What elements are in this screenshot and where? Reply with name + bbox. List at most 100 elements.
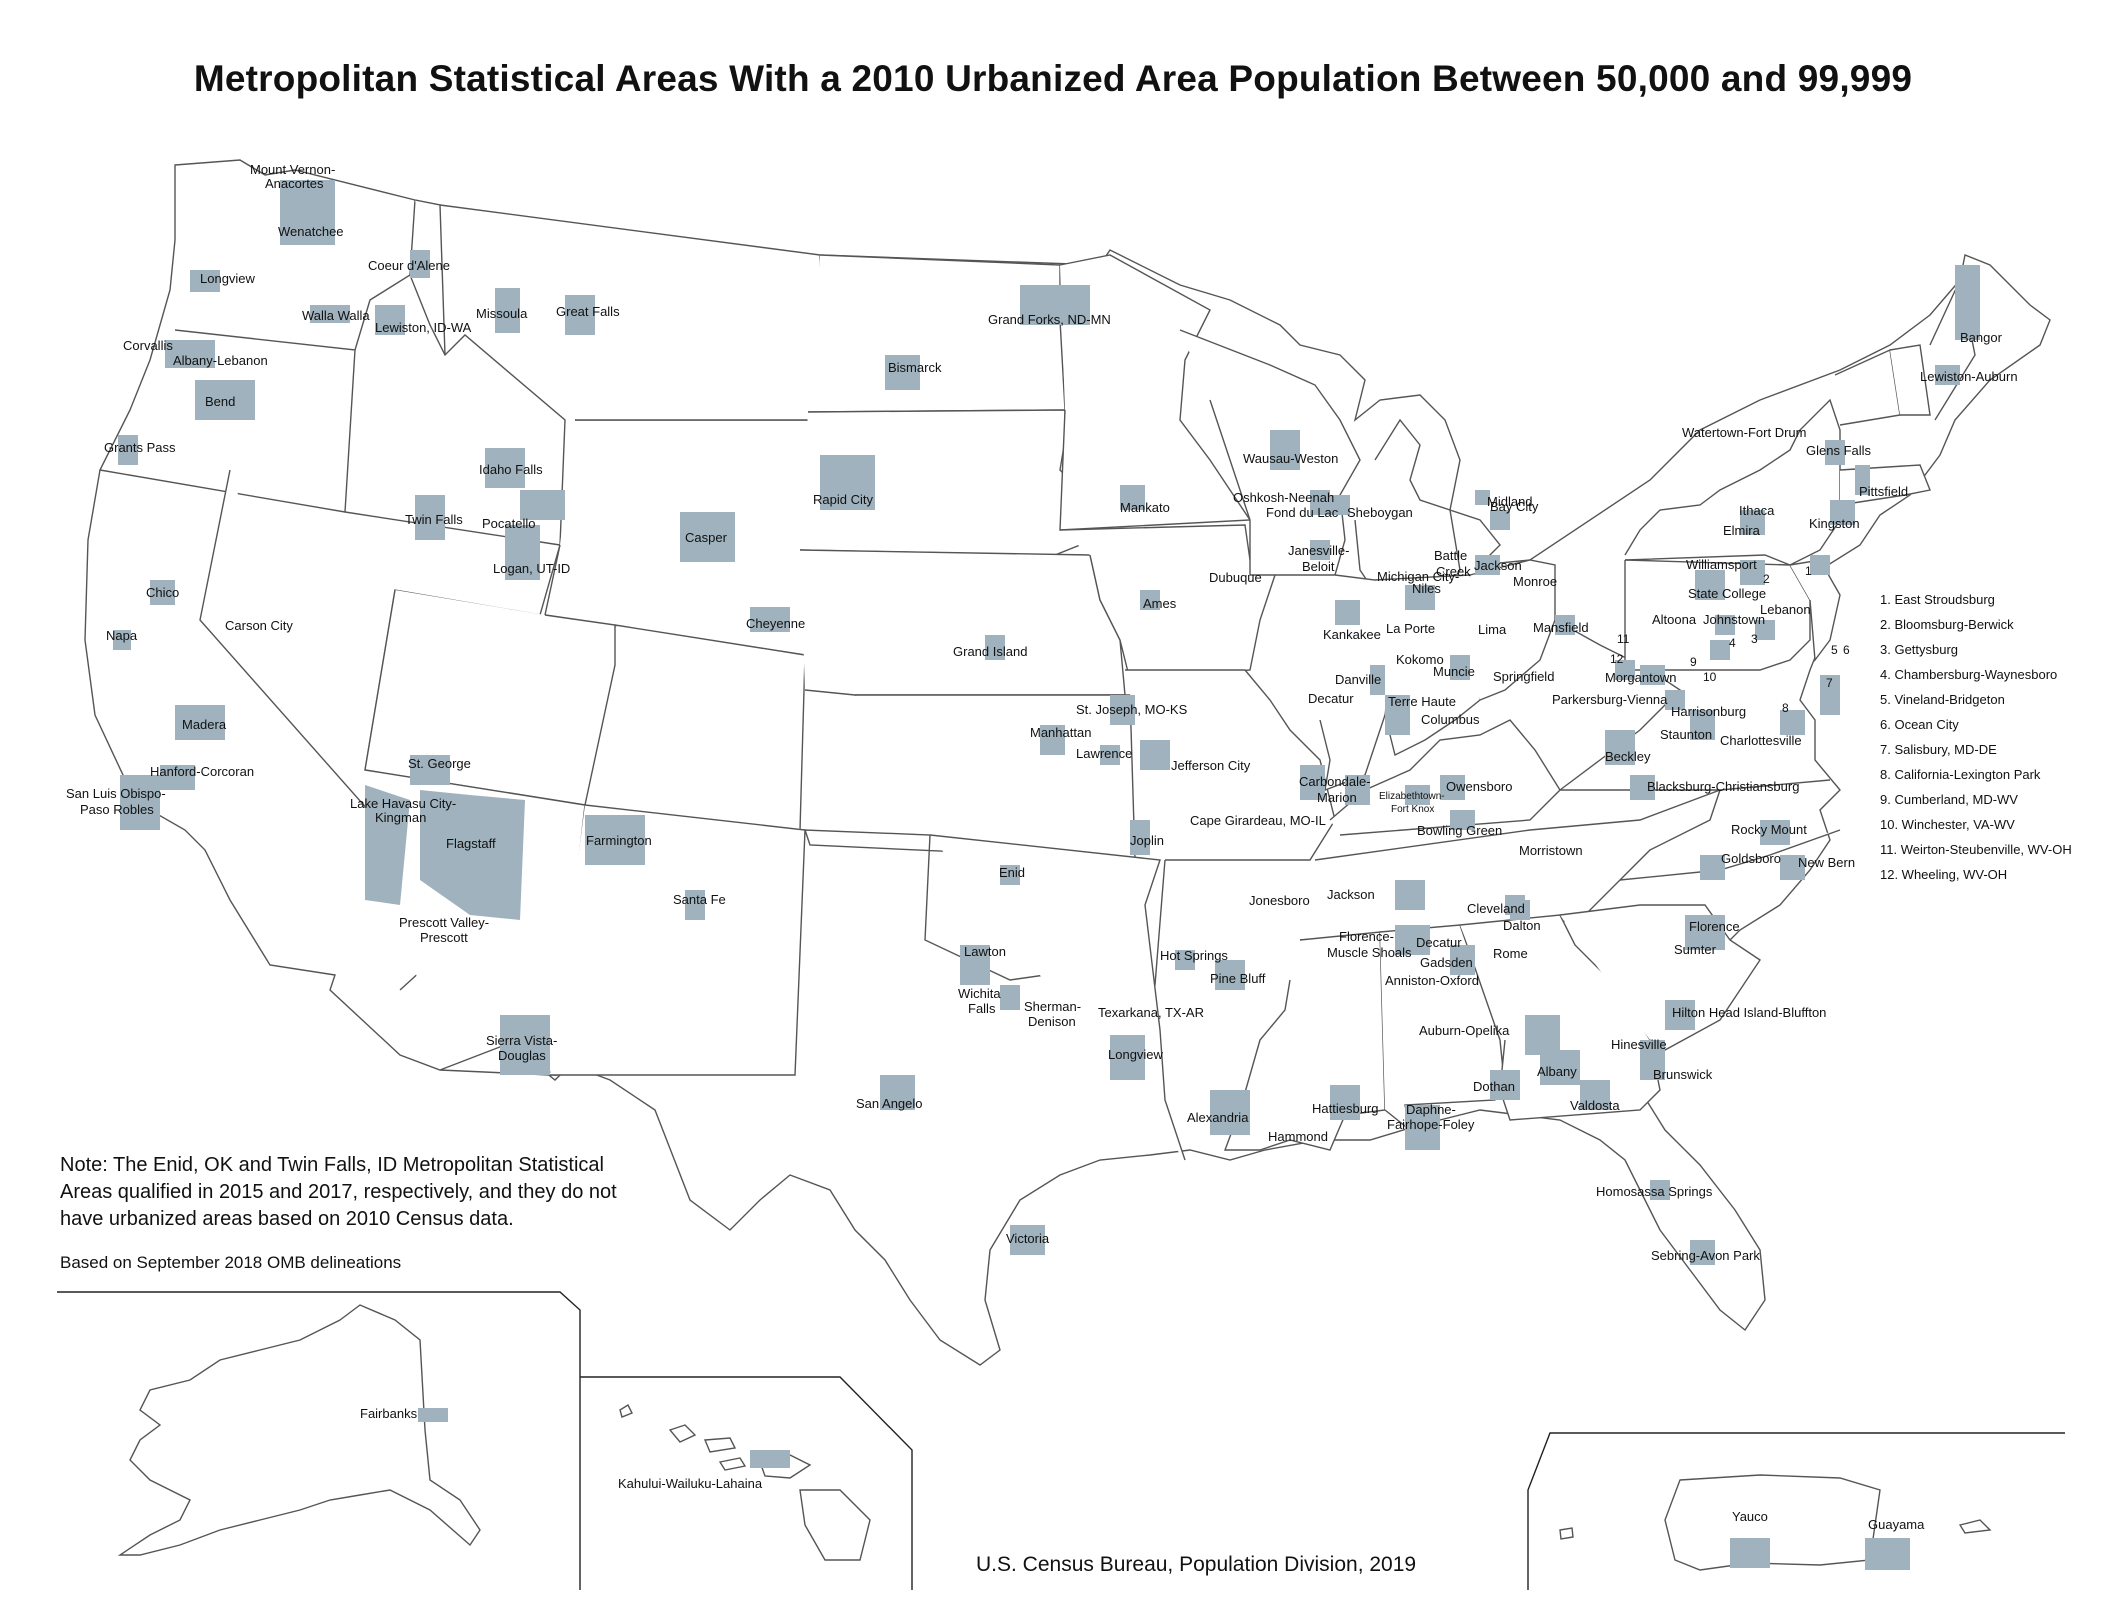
msa-area — [1040, 725, 1065, 755]
legend-item: 10. Winchester, VA-WV — [1880, 817, 2015, 832]
city-label: Decatur — [1416, 935, 1462, 950]
city-label: Anniston-Oxford — [1385, 973, 1479, 988]
city-label: Sierra Vista- — [486, 1033, 557, 1048]
msa-area — [1780, 710, 1805, 735]
msa-area — [520, 490, 565, 520]
msa-area — [750, 1450, 790, 1468]
city-label: Altoona — [1652, 612, 1697, 627]
msa-area — [1215, 960, 1245, 990]
city-label: Dubuque — [1209, 570, 1262, 585]
msa-area — [1130, 820, 1150, 855]
map-number-key: 12 — [1610, 652, 1624, 666]
msa-area — [1510, 900, 1530, 920]
city-label: Pine Bluff — [1210, 971, 1266, 986]
city-label: Parkersburg-Vienna — [1552, 692, 1668, 707]
city-label: Sheboygan — [1347, 505, 1413, 520]
city-label: Texarkana, TX-AR — [1098, 1005, 1204, 1020]
msa-area — [310, 305, 350, 323]
msa-area — [1330, 495, 1350, 515]
city-label: Hanford-Corcoran — [150, 764, 254, 779]
city-label: Rapid City — [813, 492, 873, 507]
msa-area — [1955, 265, 1980, 340]
city-label: Kingston — [1809, 516, 1860, 531]
city-label: Florence — [1689, 919, 1740, 934]
msa-area — [1405, 1105, 1440, 1150]
msa-area — [1330, 1085, 1360, 1120]
city-label: Idaho Falls — [479, 462, 543, 477]
msa-area — [585, 815, 645, 865]
city-label: Fond du Lac — [1266, 505, 1339, 520]
map-number-key: 7 — [1826, 676, 1833, 690]
msa-area — [820, 455, 875, 510]
msa-area — [565, 295, 595, 335]
msa-area — [1525, 1015, 1560, 1055]
msa-area — [1175, 950, 1195, 970]
city-label: Hammond — [1268, 1129, 1328, 1144]
map-number-key: 3 — [1751, 632, 1758, 646]
city-label: Fairhope-Foley — [1387, 1117, 1475, 1132]
city-label: Paso Robles — [80, 802, 154, 817]
city-label: Daphne- — [1406, 1102, 1456, 1117]
city-label: Great Falls — [556, 304, 620, 319]
city-label: Marion — [1317, 790, 1357, 805]
delineation-basis: Based on September 2018 OMB delineations — [60, 1253, 402, 1272]
city-label: Johnstown — [1703, 612, 1765, 627]
msa-area — [410, 250, 430, 278]
city-label: Decatur — [1308, 691, 1354, 706]
city-label: Casper — [685, 530, 728, 545]
city-label: Wichita — [958, 986, 1001, 1001]
msa-area — [1120, 485, 1145, 510]
city-label: Sebring-Avon Park — [1651, 1248, 1760, 1263]
city-label: Kankakee — [1323, 627, 1381, 642]
map-number-key: 4 — [1729, 636, 1736, 650]
city-label: Mansfield — [1533, 620, 1589, 635]
map-number-key: 9 — [1690, 655, 1697, 669]
source-credit: U.S. Census Bureau, Population Division,… — [976, 1553, 1417, 1576]
city-label: Blacksburg-Christiansburg — [1647, 779, 1799, 794]
msa-area — [1450, 655, 1470, 680]
city-label: Chico — [146, 585, 179, 600]
city-label: Lebanon — [1760, 602, 1811, 617]
msa-area — [1740, 510, 1765, 535]
city-label: Cape Girardeau, MO-IL — [1190, 813, 1326, 828]
map-number-key: 10 — [1703, 670, 1717, 684]
map-note: Note: The Enid, OK and Twin Falls, ID Me… — [60, 1154, 617, 1230]
city-label: Valdosta — [1570, 1098, 1620, 1113]
map-title: Metropolitan Statistical Areas With a 20… — [193, 58, 1913, 99]
msa-area — [1450, 945, 1475, 975]
msa-area — [1210, 1090, 1250, 1135]
msa-area — [1740, 560, 1765, 585]
msa-area — [420, 790, 525, 920]
city-label: Fort Knox — [1391, 804, 1434, 815]
city-label: Albany — [1537, 1064, 1577, 1079]
msa-area — [1630, 775, 1655, 800]
city-label: Bowling Green — [1417, 823, 1502, 838]
city-label: Jackson — [1327, 887, 1375, 902]
city-label: Bend — [205, 394, 235, 409]
city-label: St. Joseph, MO-KS — [1076, 702, 1188, 717]
msa-area — [160, 765, 195, 790]
city-label: Lawrence — [1076, 746, 1132, 761]
city-label: Prescott Valley- — [399, 915, 489, 930]
city-label: Wenatchee — [278, 224, 344, 239]
msa-area — [1140, 590, 1160, 610]
msa-area — [190, 270, 220, 292]
msa-area — [1865, 1538, 1910, 1570]
msa-area — [1780, 855, 1805, 880]
city-label: Yauco — [1732, 1509, 1768, 1524]
city-label: Kahului-Wailuku-Lahaina — [618, 1476, 763, 1491]
msa-area — [1490, 1070, 1520, 1100]
msa-area — [1665, 1000, 1695, 1030]
city-label: Auburn-Opelika — [1419, 1023, 1510, 1038]
city-label: Niles — [1412, 581, 1441, 596]
msa-area — [165, 340, 215, 368]
city-label: Elizabethtown- — [1379, 791, 1445, 802]
msa-area — [1475, 555, 1500, 575]
puerto-rico-inset — [1527, 1432, 2065, 1590]
city-label: Springfield — [1493, 669, 1554, 684]
city-label: Staunton — [1660, 727, 1712, 742]
city-label: Midland — [1487, 494, 1533, 509]
city-label: Hilton Head Island-Bluffton — [1672, 1005, 1826, 1020]
city-label: New Bern — [1798, 855, 1855, 870]
msa-area — [1490, 510, 1510, 530]
